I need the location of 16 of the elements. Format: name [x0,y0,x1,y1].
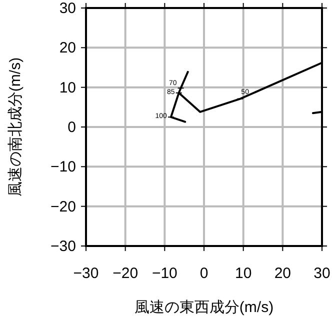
x-tick-label: 20 [274,265,292,282]
x-tick-label: −30 [73,265,99,282]
y-tick-label: −10 [50,158,76,176]
x-tick-label: −10 [152,265,178,282]
y-tick-label: 10 [59,79,76,96]
x-tick-label: 10 [234,265,252,282]
y-tick-label: 20 [59,40,76,57]
y-tick-label: −20 [50,198,76,216]
x-tick-label: 30 [314,265,330,282]
y-tick-label: 0 [68,119,76,136]
y-tick-label: 30 [59,0,76,17]
x-tick-label: −20 [112,265,138,282]
x-tick-label: 0 [200,265,208,282]
y-tick-label: −30 [50,238,76,255]
x-axis-title: 風速の東西成分(m/s) [134,299,274,316]
y-axis-title: 風速の南北成分(m/s) [7,57,24,197]
